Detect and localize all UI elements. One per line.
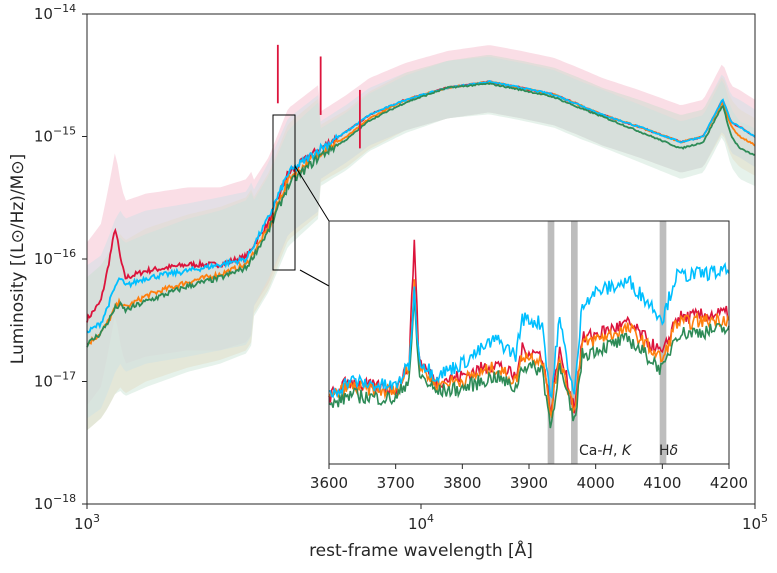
y-tick-label-3: 10−17	[34, 370, 76, 391]
inset-series-line-1	[328, 279, 730, 419]
main-axis-ticks: 103 104 105 10−14 10−15 10−16 10−17 10−18	[34, 2, 768, 533]
x-tick-label-1: 104	[408, 512, 434, 533]
absorption-band-1	[571, 221, 578, 464]
inset-annotations: Ca-H, K Hδ	[579, 443, 678, 459]
inset-x-tick-label-1: 3700	[377, 474, 415, 492]
inset-x-tick-label-2: 3800	[443, 474, 481, 492]
inset-spectral-bands	[547, 221, 667, 464]
series-line-3	[86, 80, 756, 334]
x-tick-label-0: 103	[74, 512, 100, 533]
inset-x-tick-label-4: 4000	[577, 474, 615, 492]
main-series-lines	[86, 44, 756, 348]
inset-series-lines	[328, 239, 730, 429]
uncertainty-band-3	[87, 55, 755, 419]
inset-x-tick-label-6: 4200	[710, 474, 748, 492]
y-tick-label-0: 10−14	[34, 2, 76, 23]
y-tick-label-4: 10−18	[34, 492, 76, 513]
inset-series-line-3	[329, 262, 730, 400]
zoom-region-box	[272, 114, 296, 271]
main-uncertainty-bands	[87, 45, 755, 431]
x-tick-label-2: 105	[742, 512, 768, 533]
zoom-connector-top	[294, 165, 330, 222]
inset-series-line-2	[328, 295, 730, 429]
inset-x-tick-label-5: 4100	[643, 474, 681, 492]
y-tick-label-1: 10−15	[34, 125, 76, 146]
absorption-band-2	[659, 221, 667, 464]
absorption-band-0	[547, 221, 555, 464]
uncertainty-band-0	[87, 45, 755, 406]
inset-x-tick-label-0: 3600	[310, 474, 348, 492]
uncertainty-band-2	[87, 56, 755, 431]
series-line-2	[86, 82, 755, 348]
inset-x-tick-label-3: 3900	[510, 474, 548, 492]
x-axis-label: rest-frame wavelength [Å]	[309, 539, 533, 561]
uncertainty-band-1	[87, 55, 755, 431]
inset-axis-ticks: 3600 3700 3800 3900 4000 4100 4200	[310, 464, 748, 492]
zoom-connector-bottom	[299, 269, 330, 287]
y-tick-label-2: 10−16	[34, 247, 76, 268]
inset-annotation-1: Hδ	[659, 443, 678, 459]
y-axis-label: Luminosity [(L⊙/Hz)/M⊙]	[8, 154, 28, 364]
inset-annotation-0: Ca-H, K	[579, 443, 633, 459]
